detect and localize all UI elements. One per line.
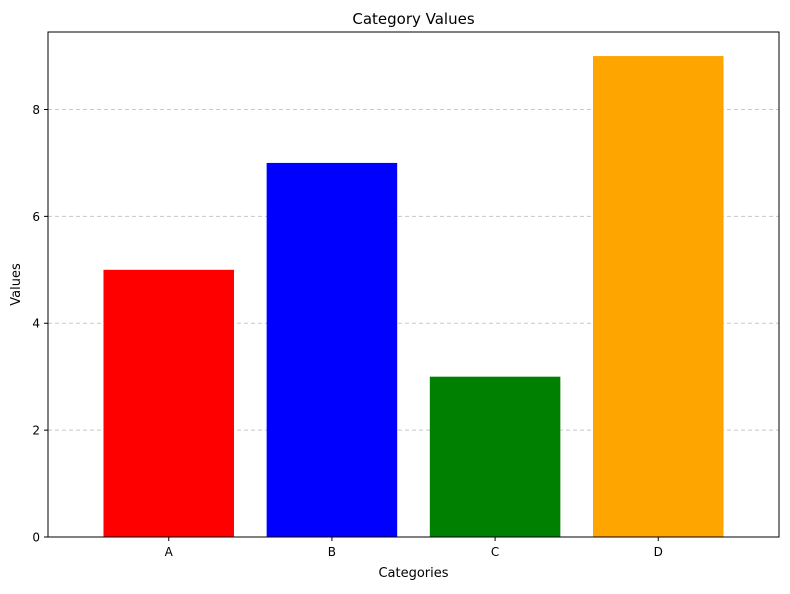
bar-C	[429, 376, 561, 537]
y-tick-label-0: 0	[32, 531, 40, 545]
bar-D	[592, 56, 724, 538]
x-tick-label-A: A	[165, 545, 174, 559]
axis-ticks: 0 2 4 6 8 A B C D	[32, 103, 663, 559]
bar-A	[103, 269, 235, 537]
chart-title: Category Values	[352, 10, 474, 28]
y-tick-label-6: 6	[32, 210, 40, 224]
x-tick-label-B: B	[328, 545, 336, 559]
bar-B	[266, 162, 398, 538]
plot-frame	[47, 31, 780, 538]
x-tick-label-D: D	[654, 545, 663, 559]
y-tick-label-8: 8	[32, 103, 40, 117]
y-tick-label-4: 4	[32, 317, 40, 331]
x-axis-label: Categories	[378, 566, 448, 581]
bars	[103, 56, 724, 538]
x-tick-label-C: C	[491, 545, 499, 559]
y-tick-label-2: 2	[32, 424, 40, 438]
y-axis-label: Values	[9, 263, 24, 306]
